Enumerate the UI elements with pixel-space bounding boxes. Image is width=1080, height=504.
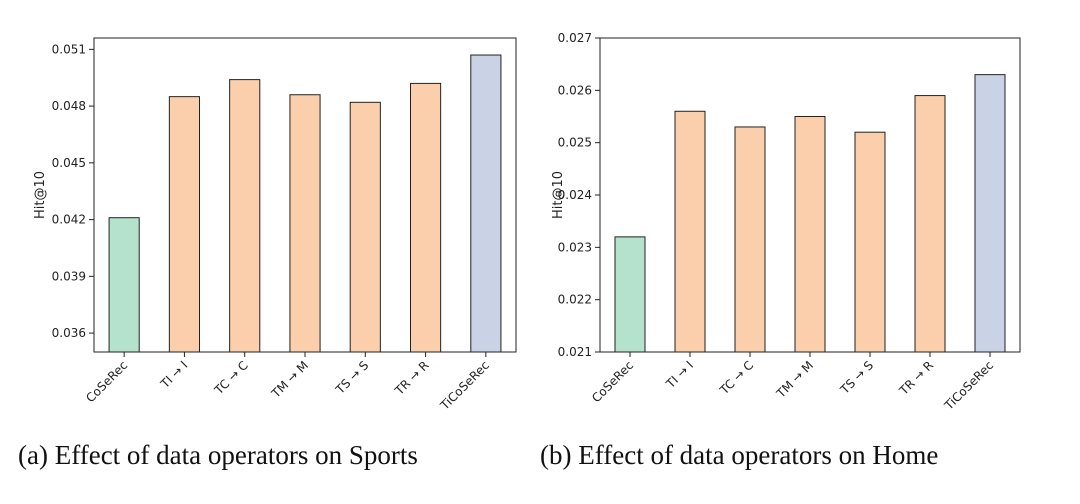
home-xtick-label-2: TC → C (716, 358, 756, 398)
sports-ytick-label-3: 0.045 (52, 156, 86, 170)
sports-xtick-label-5: TR → R (392, 358, 432, 398)
home-bar-0 (614, 236, 646, 353)
sports-ytick-label-4: 0.048 (52, 99, 86, 113)
sports-xtick-label-1: TI → I (157, 358, 190, 391)
sports-xtick-label-6: TiCoSeRec (437, 358, 492, 413)
sports-bar-3 (289, 94, 321, 353)
sports-bar-2 (229, 79, 261, 353)
sports-bar-5 (410, 82, 442, 353)
home-ytick-label-3: 0.024 (558, 188, 592, 202)
home-bar-5 (914, 95, 946, 353)
home-ytick-label-2: 0.023 (558, 240, 592, 254)
home-ytick-label-1: 0.022 (558, 293, 592, 307)
sports-ytick-label-0: 0.036 (52, 326, 86, 340)
home-xtick-label-1: TI → I (663, 358, 696, 391)
sports-xtick-label-4: TS → S (332, 358, 371, 397)
home-xtick-label-3: TM → M (773, 358, 816, 401)
sports-ytick-label-5: 0.051 (52, 42, 86, 56)
sports-bar-4 (349, 101, 381, 353)
sports-xtick-label-3: TM → M (268, 358, 311, 401)
sports-bar-0 (108, 217, 140, 353)
home-xtick-label-4: TS → S (837, 358, 876, 397)
home-xtick-label-6: TiCoSeRec (941, 358, 996, 413)
home-bar-1 (674, 110, 706, 353)
home-ytick-label-0: 0.021 (558, 345, 592, 359)
chart-home: 0.021 0.022 0.023 0.024 0.025 0.026 0.027 CoSeR… (551, 31, 1021, 413)
home-ytick-label-5: 0.026 (558, 83, 592, 97)
sports-bar-6 (470, 54, 502, 353)
caption-home: (b) Effect of data operators on Home (540, 440, 938, 470)
sports-y-axis-label: Hit@10 (33, 171, 48, 219)
sports-ytick-label-1: 0.039 (52, 269, 86, 283)
home-bar-2 (734, 126, 766, 353)
home-y-axis-label: Hit@10 (551, 171, 566, 219)
chart-sports: 0.036 0.039 0.042 0.045 0.048 0.051 CoSeRec TI … (33, 37, 517, 413)
home-ytick-label-4: 0.025 (558, 136, 592, 150)
home-xtick-label-0: CoSeRec (589, 358, 636, 405)
home-xtick-label-5: TR → R (896, 358, 936, 398)
sports-bar-1 (168, 96, 201, 353)
sports-xtick-label-0: CoSeRec (83, 358, 130, 405)
sports-xtick-label-2: TC → C (211, 358, 251, 398)
home-bar-3 (794, 116, 826, 353)
caption-sports: (a) Effect of data operators on Sports (18, 440, 418, 470)
home-ytick-label-6: 0.027 (558, 31, 592, 45)
home-bar-6 (974, 74, 1006, 353)
home-bar-4 (854, 131, 886, 353)
sports-ytick-label-2: 0.042 (52, 213, 86, 227)
